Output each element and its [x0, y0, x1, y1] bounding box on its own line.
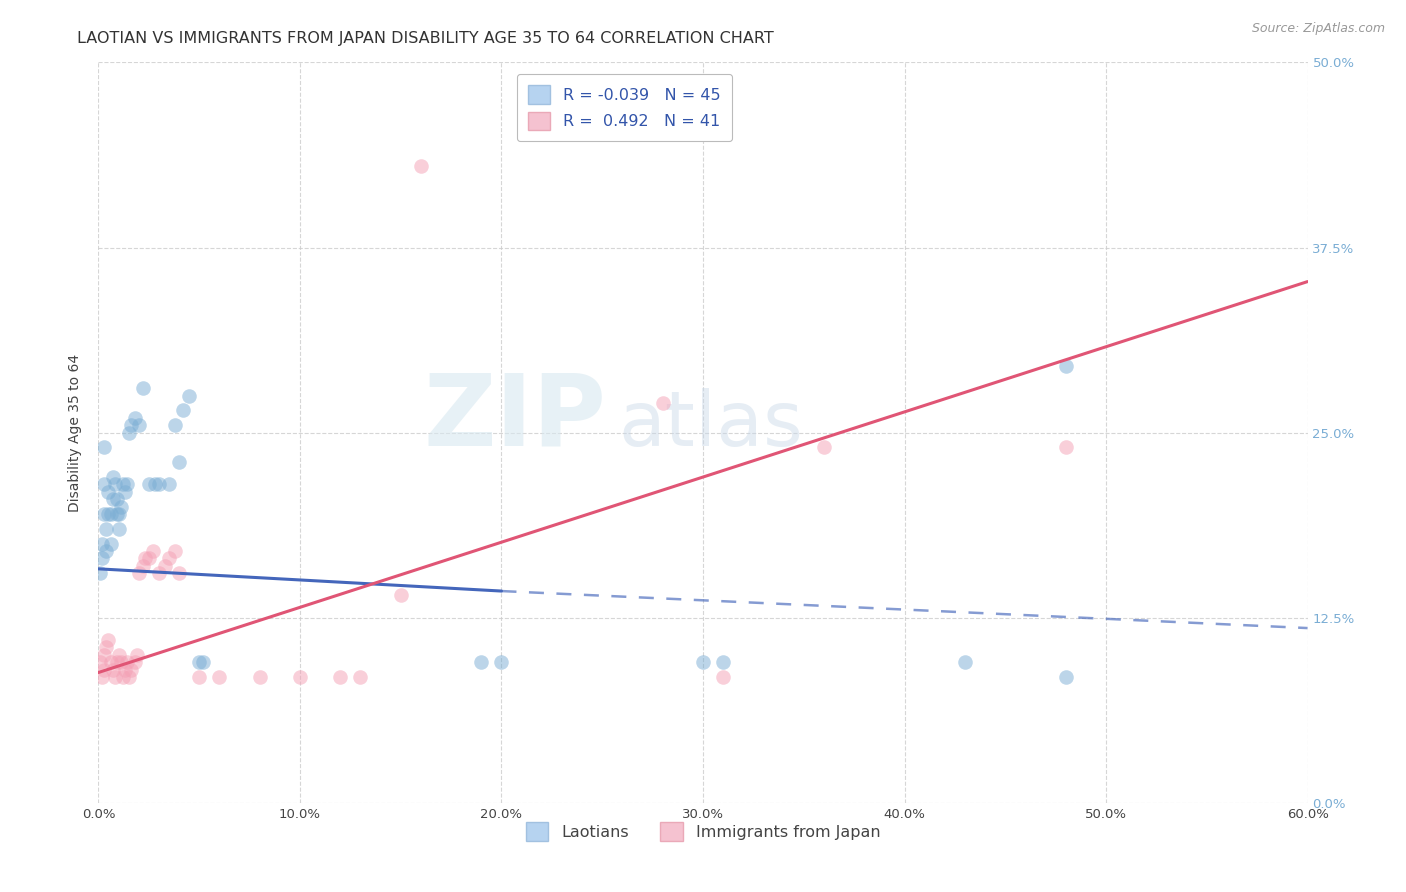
- Point: [96, 522, 118, 536]
- Point: [389, 589, 412, 603]
- Point: [208, 670, 231, 684]
- Point: [288, 670, 311, 684]
- Point: [100, 507, 122, 521]
- Point: [124, 410, 146, 425]
- Point: [97, 484, 120, 499]
- Point: [103, 477, 125, 491]
- Point: [91, 536, 114, 550]
- Point: [329, 670, 352, 684]
- Point: [132, 381, 155, 395]
- Point: [100, 536, 122, 550]
- Point: [188, 670, 211, 684]
- Point: [167, 455, 190, 469]
- Point: [163, 544, 186, 558]
- Point: [157, 477, 180, 491]
- Point: [193, 655, 215, 669]
- Point: [1054, 670, 1077, 684]
- Point: [101, 470, 124, 484]
- Text: ZIP: ZIP: [423, 369, 606, 467]
- Point: [125, 648, 148, 662]
- Point: [93, 441, 115, 455]
- Point: [128, 418, 150, 433]
- Text: Source: ZipAtlas.com: Source: ZipAtlas.com: [1251, 22, 1385, 36]
- Point: [101, 492, 124, 507]
- Point: [110, 500, 132, 514]
- Point: [124, 655, 146, 669]
- Point: [813, 441, 835, 455]
- Point: [96, 544, 118, 558]
- Point: [143, 477, 166, 491]
- Point: [107, 648, 129, 662]
- Point: [105, 507, 128, 521]
- Point: [138, 551, 160, 566]
- Point: [120, 418, 142, 433]
- Point: [96, 640, 118, 655]
- Point: [105, 492, 128, 507]
- Point: [134, 551, 156, 566]
- Point: [148, 566, 170, 581]
- Point: [114, 484, 136, 499]
- Text: atlas: atlas: [619, 388, 803, 462]
- Point: [711, 655, 734, 669]
- Point: [179, 388, 201, 402]
- Point: [1054, 441, 1077, 455]
- Point: [93, 663, 115, 677]
- Point: [249, 670, 271, 684]
- Point: [91, 670, 114, 684]
- Point: [111, 477, 134, 491]
- Point: [120, 663, 142, 677]
- Point: [105, 655, 128, 669]
- Point: [97, 632, 120, 647]
- Point: [349, 670, 371, 684]
- Point: [103, 670, 125, 684]
- Point: [114, 663, 136, 677]
- Point: [491, 655, 513, 669]
- Point: [470, 655, 492, 669]
- Text: LAOTIAN VS IMMIGRANTS FROM JAPAN DISABILITY AGE 35 TO 64 CORRELATION CHART: LAOTIAN VS IMMIGRANTS FROM JAPAN DISABIL…: [77, 31, 775, 46]
- Point: [93, 477, 115, 491]
- Point: [157, 551, 180, 566]
- Point: [138, 477, 160, 491]
- Point: [111, 670, 134, 684]
- Point: [118, 670, 141, 684]
- Point: [118, 425, 141, 440]
- Point: [167, 566, 190, 581]
- Point: [409, 159, 432, 173]
- Point: [132, 558, 155, 573]
- Point: [163, 418, 186, 433]
- Point: [100, 655, 122, 669]
- Point: [115, 655, 138, 669]
- Point: [89, 566, 111, 581]
- Point: [107, 507, 129, 521]
- Legend: Laotians, Immigrants from Japan: Laotians, Immigrants from Japan: [516, 813, 890, 850]
- Point: [107, 522, 129, 536]
- Point: [93, 507, 115, 521]
- Point: [89, 655, 111, 669]
- Point: [128, 566, 150, 581]
- Point: [153, 558, 176, 573]
- Y-axis label: Disability Age 35 to 64: Disability Age 35 to 64: [69, 353, 83, 512]
- Point: [142, 544, 165, 558]
- Point: [148, 477, 170, 491]
- Point: [953, 655, 976, 669]
- Point: [93, 648, 115, 662]
- Point: [172, 403, 194, 417]
- Point: [188, 655, 211, 669]
- Point: [110, 655, 132, 669]
- Point: [651, 396, 673, 410]
- Point: [711, 670, 734, 684]
- Point: [97, 507, 120, 521]
- Point: [115, 477, 138, 491]
- Point: [1054, 359, 1077, 373]
- Point: [91, 551, 114, 566]
- Point: [101, 663, 124, 677]
- Point: [692, 655, 714, 669]
